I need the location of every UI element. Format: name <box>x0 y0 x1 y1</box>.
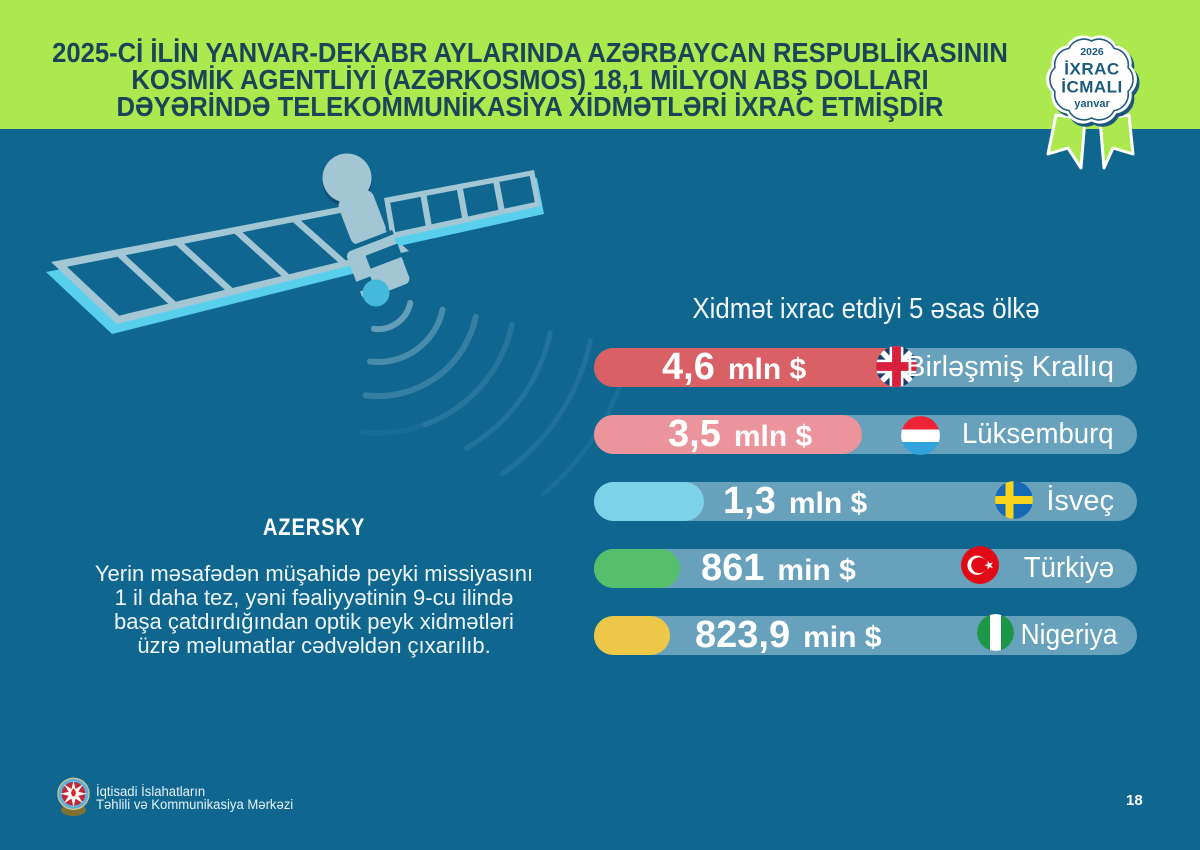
svg-text:İCMALI: İCMALI <box>1061 78 1123 97</box>
svg-text:İXRAC: İXRAC <box>1064 60 1119 79</box>
svg-text:yanvar: yanvar <box>1074 98 1110 110</box>
svg-text:2026: 2026 <box>1080 46 1104 58</box>
